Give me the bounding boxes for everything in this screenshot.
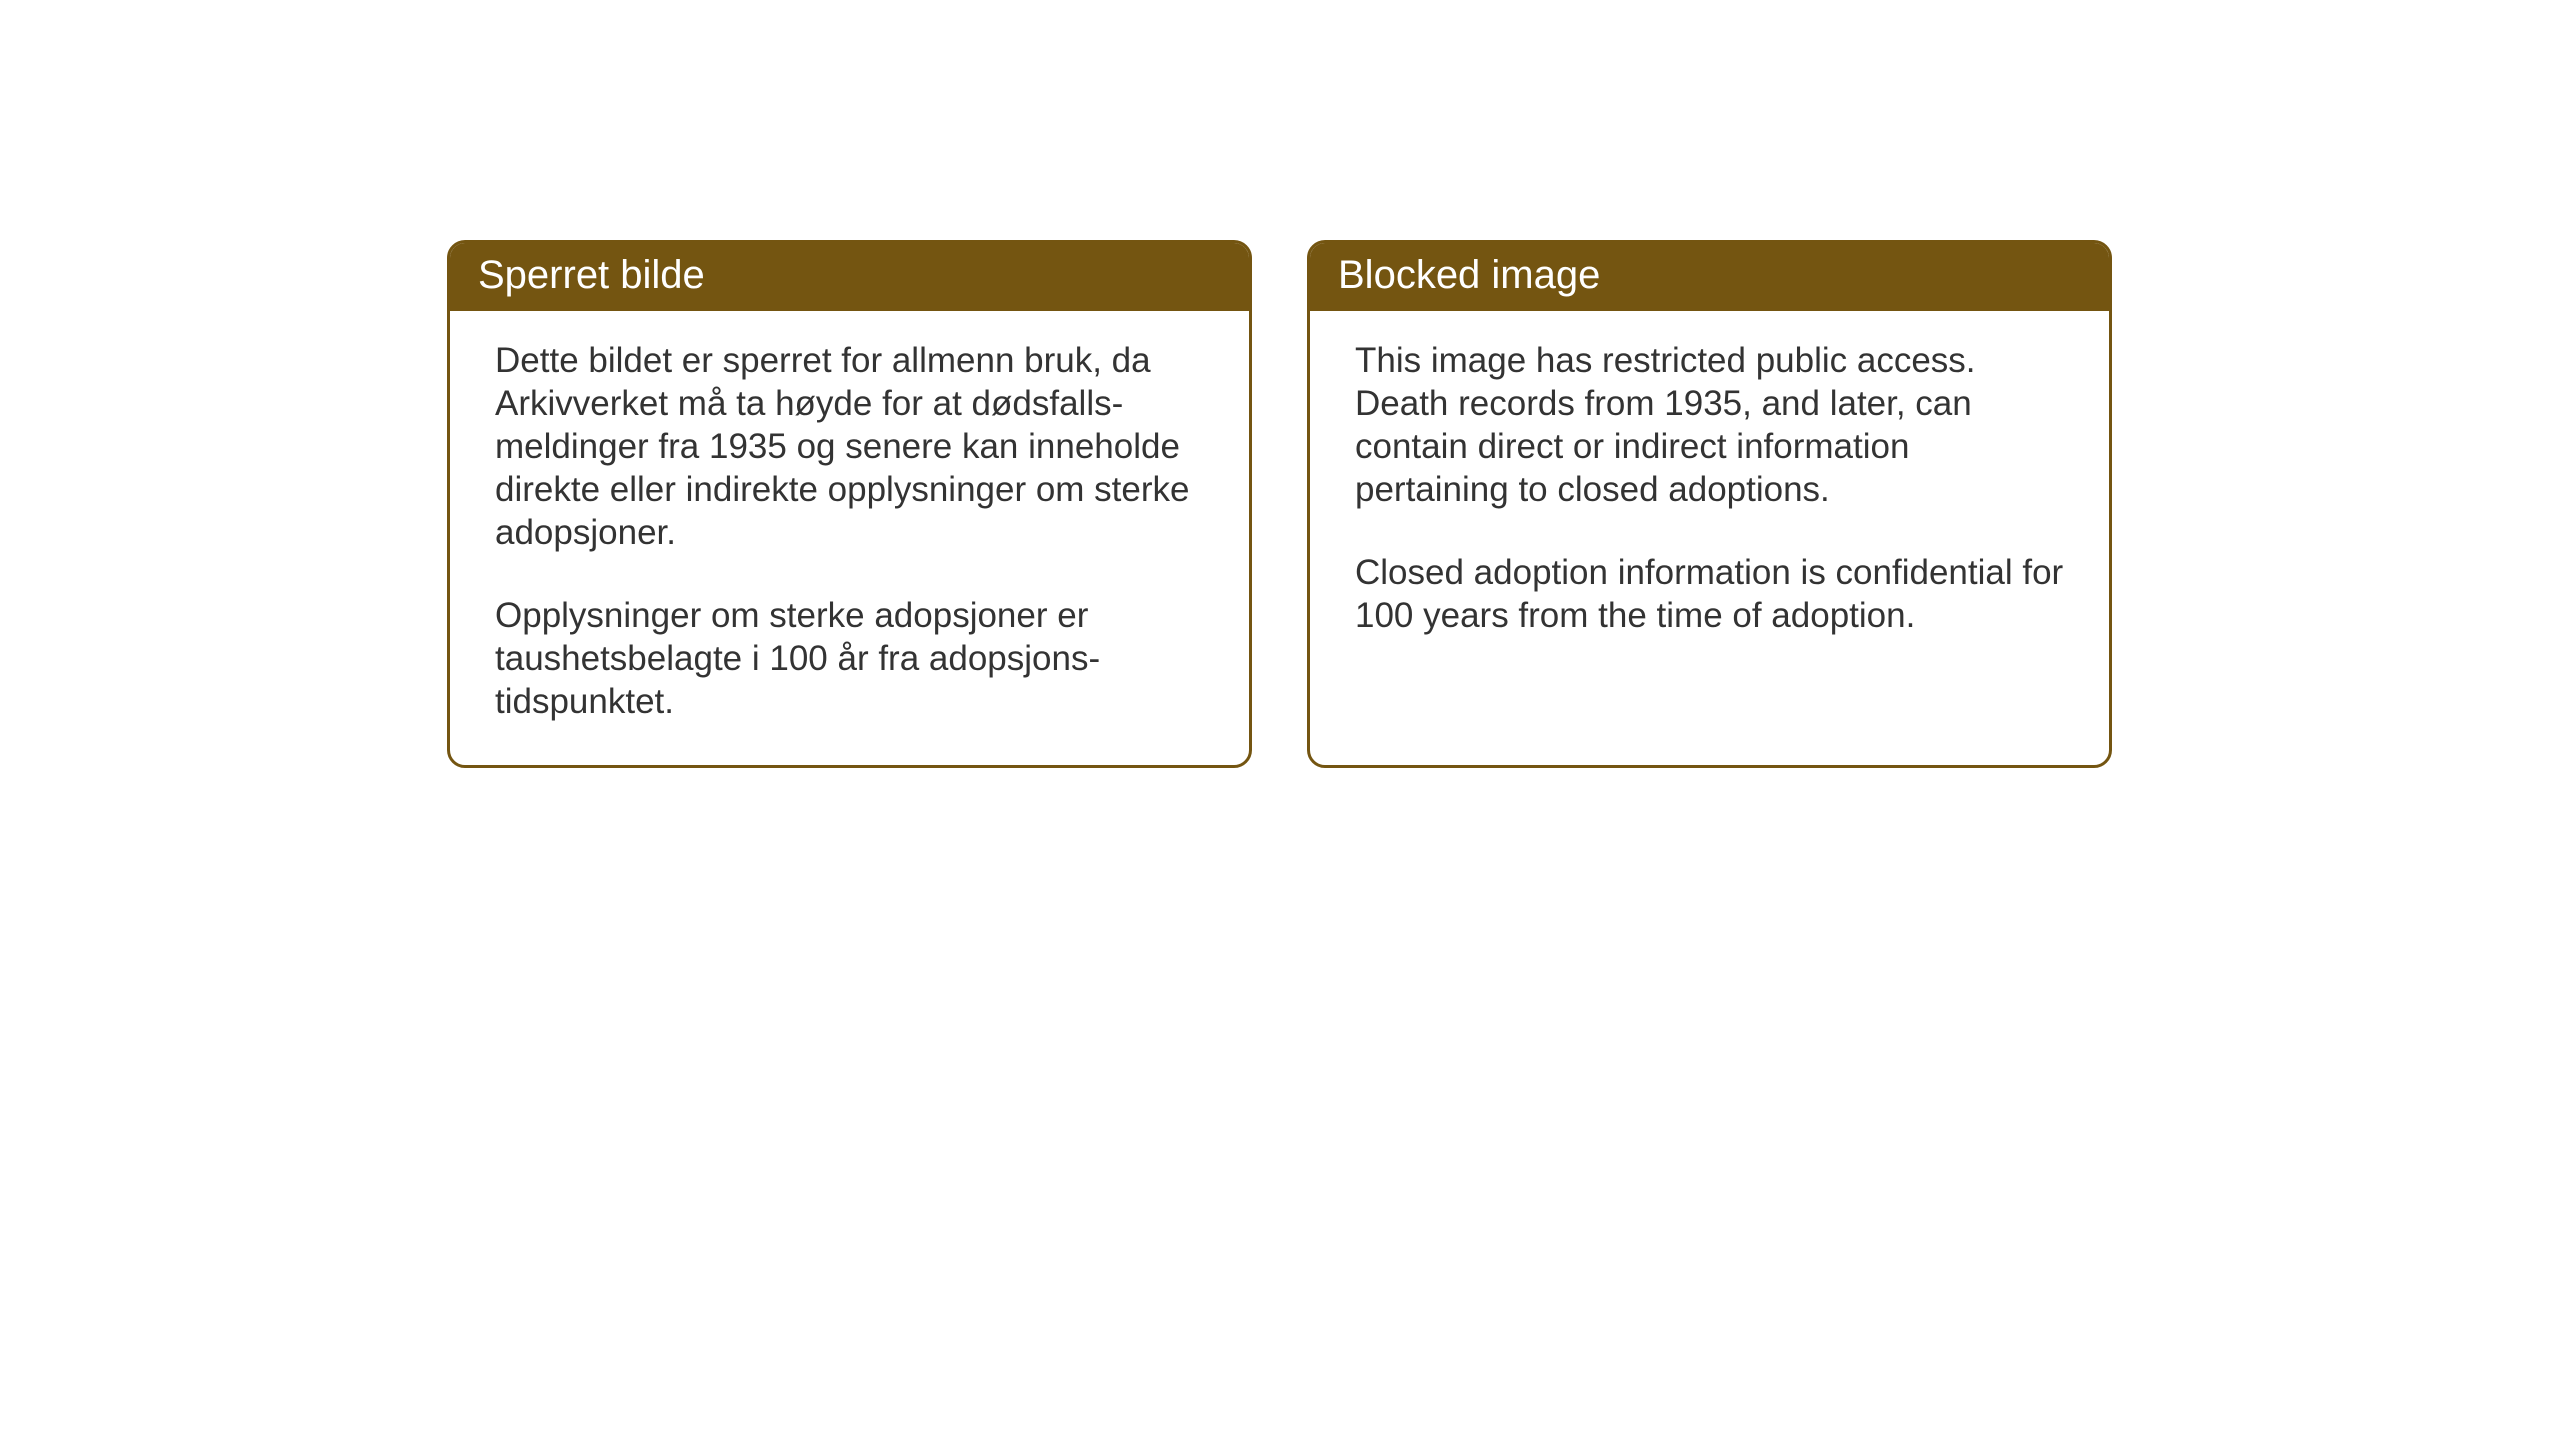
card-body-norwegian: Dette bildet er sperret for allmenn bruk…: [450, 311, 1249, 765]
notice-cards-container: Sperret bilde Dette bildet er sperret fo…: [447, 240, 2112, 768]
notice-card-norwegian: Sperret bilde Dette bildet er sperret fo…: [447, 240, 1252, 768]
card-title-english: Blocked image: [1338, 253, 1600, 297]
card-paragraph-english-2: Closed adoption information is confident…: [1355, 551, 2064, 637]
card-body-english: This image has restricted public access.…: [1310, 311, 2109, 689]
card-header-norwegian: Sperret bilde: [450, 243, 1249, 311]
card-paragraph-norwegian-2: Opplysninger om sterke adopsjoner er tau…: [495, 594, 1204, 723]
card-header-english: Blocked image: [1310, 243, 2109, 311]
card-title-norwegian: Sperret bilde: [478, 253, 705, 297]
card-paragraph-english-1: This image has restricted public access.…: [1355, 339, 2064, 511]
notice-card-english: Blocked image This image has restricted …: [1307, 240, 2112, 768]
card-paragraph-norwegian-1: Dette bildet er sperret for allmenn bruk…: [495, 339, 1204, 554]
